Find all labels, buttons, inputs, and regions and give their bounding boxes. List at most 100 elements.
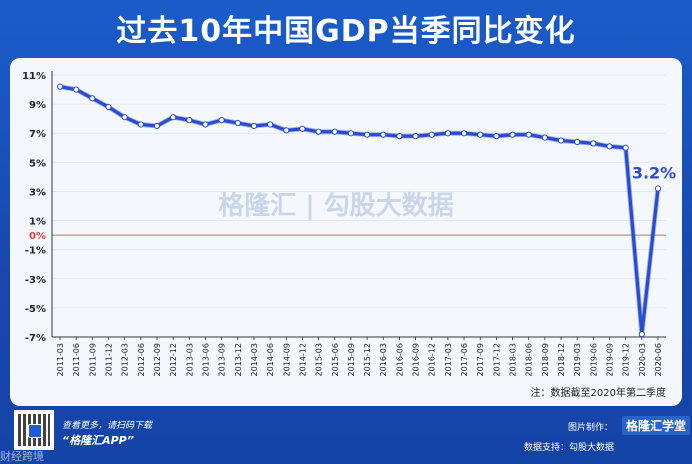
data-point (170, 114, 177, 121)
data-point (153, 122, 161, 130)
qr-code[interactable] (14, 410, 54, 450)
corner-watermark: 财经跨境 (0, 450, 44, 463)
x-tick-label: 2015-09 (347, 343, 356, 376)
y-tick-label: 1% (29, 217, 46, 228)
maker-label: 图片制作： (568, 423, 614, 433)
x-tick-label: 2016-03 (379, 343, 388, 376)
x-tick-label: 2017-09 (476, 343, 485, 376)
data-point (137, 121, 144, 128)
y-tick-label: 5% (29, 158, 46, 169)
data-point (574, 138, 581, 146)
data-point (363, 131, 371, 138)
x-tick-label: 2018-12 (557, 343, 566, 376)
x-tick-label: 2013-12 (234, 343, 243, 376)
x-tick-label: 2013-06 (201, 343, 210, 376)
x-tick-label: 2012-06 (137, 343, 146, 376)
data-point (299, 125, 306, 132)
data-point (557, 137, 565, 144)
data-point (412, 133, 419, 140)
x-tick-label: 2019-12 (622, 343, 631, 376)
line-chart: 格隆汇 | 勾股大数据 11% 9% 7% 5% 3% 1% 0% -1% -3% -5% -7% 20… (22, 71, 676, 399)
x-tick-label: 2019-03 (573, 343, 582, 376)
data-point (460, 130, 468, 137)
data-point (267, 121, 274, 128)
data-point (477, 131, 484, 138)
y-tick-label: -7% (25, 333, 46, 344)
data-point (347, 130, 355, 137)
data-source: 数据支持：勾股大数据 (524, 443, 615, 453)
x-tick-label: 2016-12 (428, 343, 437, 376)
data-point (444, 130, 451, 137)
data-point (89, 95, 96, 102)
y-tick-label: 7% (29, 129, 46, 140)
x-tick-label: 2016-09 (412, 343, 421, 376)
last-value-label: 3.2% (632, 164, 676, 183)
x-tick-label: 2017-12 (492, 343, 501, 376)
x-tick-label: 2019-09 (606, 343, 615, 376)
x-tick-label: 2018-03 (509, 343, 518, 376)
data-point (525, 131, 532, 138)
data-point (638, 330, 645, 338)
data-point (186, 117, 193, 124)
scan-prompt: 查看更多，请扫码下载 (62, 421, 153, 431)
data-point (218, 117, 225, 124)
data-point (590, 140, 597, 147)
x-tick-label: 2018-09 (541, 343, 550, 376)
data-point (283, 127, 290, 134)
y-tick-label: 9% (29, 100, 46, 111)
maker-brand: 格隆汇学堂 (622, 416, 691, 435)
data-point (509, 131, 516, 138)
data-point (234, 119, 241, 127)
y-tick-label: -3% (25, 275, 46, 286)
x-tick-label: 2015-06 (331, 343, 340, 376)
x-tick-label: 2015-03 (315, 343, 324, 376)
x-tick-label: 2012-09 (153, 343, 162, 376)
logo-icon (28, 424, 42, 438)
chart-panel: 格隆汇 | 勾股大数据 11% 9% 7% 5% 3% 1% 0% -1% -3% -5% -7% 20… (10, 58, 682, 406)
page-title: 过去10年中国GDP当季同比变化 (116, 14, 576, 49)
x-tick-label: 2016-06 (395, 343, 404, 376)
x-tick-label: 2014-03 (250, 343, 259, 376)
app-name: “格隆汇APP” (62, 434, 135, 447)
data-point (105, 103, 112, 111)
data-point (380, 131, 387, 138)
data-point (331, 128, 338, 135)
chart-note: 注：数据截至2020年第二季度 (531, 386, 666, 399)
data-point (428, 131, 435, 138)
x-tick-label: 2013-03 (185, 343, 194, 376)
x-tick-label: 2017-03 (444, 343, 453, 376)
y-tick-label: -1% (25, 246, 46, 257)
x-tick-label: 2019-06 (589, 343, 598, 376)
data-point (73, 86, 80, 93)
x-tick-label: 2017-06 (460, 343, 469, 376)
data-point (250, 122, 258, 130)
data-point (56, 83, 64, 90)
x-tick-label: 2011-12 (104, 343, 113, 376)
data-point (606, 143, 613, 150)
x-tick-label: 2020-03 (638, 343, 647, 376)
data-point (121, 114, 128, 121)
data-point (493, 133, 500, 140)
y-tick-label: 0% (29, 231, 46, 242)
x-tick-label: 2020-06 (654, 343, 663, 376)
data-point (315, 128, 322, 135)
x-tick-label: 2011-09 (88, 343, 97, 376)
watermark: 格隆汇 | 勾股大数据 (218, 190, 454, 221)
y-tick-label: -5% (25, 304, 46, 315)
data-point (541, 134, 548, 141)
x-tick-label: 2011-03 (56, 343, 65, 376)
data-point (654, 185, 662, 192)
x-tick-label: 2014-09 (282, 343, 291, 376)
x-tick-label: 2013-09 (218, 343, 227, 376)
data-point (396, 133, 403, 140)
x-tick-label: 2012-03 (121, 343, 130, 376)
y-tick-label: 3% (29, 187, 46, 198)
data-point (622, 144, 629, 151)
x-tick-label: 2014-06 (266, 343, 275, 376)
x-tick-label: 2011-06 (72, 343, 81, 376)
x-tick-label: 2014-12 (298, 343, 307, 376)
x-tick-label: 2015-12 (363, 343, 372, 376)
x-tick-label: 2012-12 (169, 343, 178, 376)
y-tick-label: 11% (22, 71, 46, 82)
x-tick-label: 2018-06 (525, 343, 534, 376)
